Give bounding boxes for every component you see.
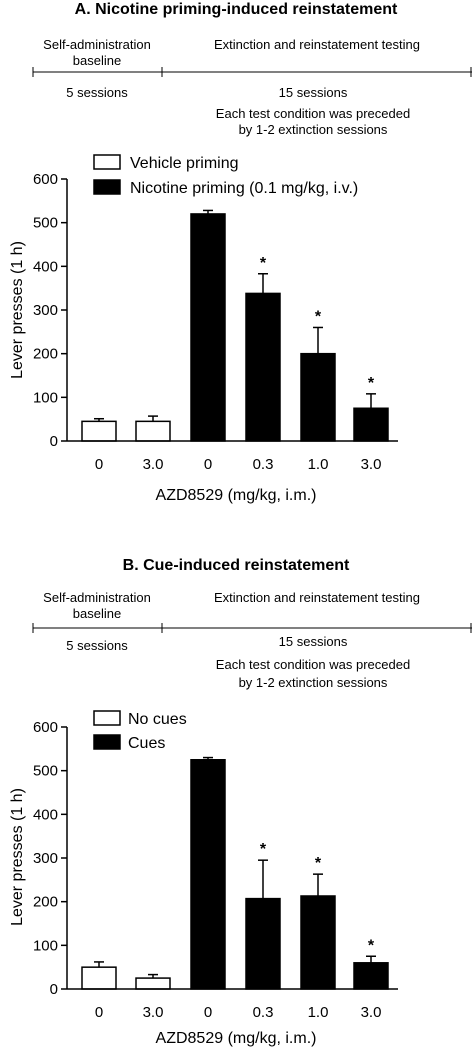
panel-a-x-axis: 0 3.0 0 0.3 1.0 3.0 xyxy=(67,440,398,473)
panel-b-chart: 0 100 200 300 400 500 600 * * * 0 3.0 0 0.3 1.0 3.0 L… xyxy=(9,719,398,1047)
panel-b-phase2-note-line2: by 1-2 extinction sessions xyxy=(239,675,388,690)
panel-a-significance-marker: * xyxy=(368,375,375,392)
panel-a-phase2-sessions: 15 sessions xyxy=(279,85,348,100)
panel-b-legend: No cues Cues xyxy=(93,710,187,752)
panel-a-bar-3 xyxy=(190,213,226,442)
panel-a-significance-marker: * xyxy=(315,308,322,325)
panel-b-bar-4 xyxy=(245,897,281,990)
panel-b-bar-5 xyxy=(300,895,336,990)
panel-a-y-tick-label: 600 xyxy=(33,171,58,188)
panel-a-y-axis-label: Lever presses (1 h) xyxy=(9,241,26,379)
panel-a-y-tick-label: 400 xyxy=(33,258,58,275)
panel-b-y-axis: 0 100 200 300 400 500 600 xyxy=(33,719,68,998)
panel-a-phase1-sessions: 5 sessions xyxy=(66,85,128,100)
panel-a-x-tick-label: 0.3 xyxy=(253,456,274,473)
panel-a-x-tick-label: 3.0 xyxy=(361,456,382,473)
panel-b-significance-marker: * xyxy=(368,937,375,954)
panel-b-x-tick-label: 0.3 xyxy=(253,1004,274,1021)
panel-a-chart: 0 100 200 300 400 500 600 * * * 0 3.0 0 0.3 1.0 3.0 L… xyxy=(9,171,398,504)
panel-b-x-tick-label: 3.0 xyxy=(143,1004,164,1021)
panel-b-legend-swatch-filled xyxy=(93,734,121,750)
panel-a-legend-label-open: Vehicle priming xyxy=(130,155,239,172)
panel-a-significance-marker: * xyxy=(260,255,267,272)
panel-b-x-axis-label: AZD8529 (mg/kg, i.m.) xyxy=(156,1030,317,1047)
panel-b-significance-marker: * xyxy=(315,855,322,872)
panel-a-legend-swatch-open xyxy=(93,154,121,170)
panel-b-bars: * * * xyxy=(81,756,389,990)
panel-a-x-tick-label: 3.0 xyxy=(143,456,164,473)
panel-a-timeline: Self-administration baseline Extinction … xyxy=(32,37,472,137)
panel-a-phase1-label-line1: Self-administration xyxy=(43,37,151,52)
panel-b-legend-label-filled: Cues xyxy=(128,735,165,752)
panel-a: A. Nicotine priming-induced reinstatemen… xyxy=(9,1,472,504)
panel-b-x-tick-label: 0 xyxy=(95,1004,103,1021)
panel-b-phase2-label: Extinction and reinstatement testing xyxy=(214,590,420,605)
panel-b-bar-1 xyxy=(81,966,117,990)
panel-b-title: B. Cue-induced reinstatement xyxy=(123,557,350,574)
panel-b-y-tick-label: 500 xyxy=(33,763,58,780)
panel-b-y-tick-label: 100 xyxy=(33,937,58,954)
panel-a-phase2-note-line1: Each test condition was preceded xyxy=(216,106,410,121)
panel-a-y-axis: 0 100 200 300 400 500 600 xyxy=(33,171,68,450)
panel-b-significance-marker: * xyxy=(260,841,267,858)
panel-b-x-tick-label: 1.0 xyxy=(308,1004,329,1021)
panel-b: B. Cue-induced reinstatement Self-admini… xyxy=(9,557,472,1047)
panel-b-phase1-label-line1: Self-administration xyxy=(43,590,151,605)
panel-b-phase2-sessions: 15 sessions xyxy=(279,634,348,649)
panel-b-y-tick-label: 400 xyxy=(33,806,58,823)
panel-a-x-tick-label: 0 xyxy=(204,456,212,473)
panel-b-y-tick-label: 300 xyxy=(33,850,58,867)
panel-b-phase2-note-line1: Each test condition was preceded xyxy=(216,657,410,672)
panel-a-y-tick-label: 100 xyxy=(33,389,58,406)
panel-a-y-tick-label: 300 xyxy=(33,302,58,319)
panel-b-x-axis: 0 3.0 0 0.3 1.0 3.0 xyxy=(67,988,398,1021)
panel-b-y-tick-label: 0 xyxy=(50,981,58,998)
panel-a-bar-4 xyxy=(245,292,281,442)
panel-a-phase2-label: Extinction and reinstatement testing xyxy=(214,37,420,52)
panel-a-legend-label-filled: Nicotine priming (0.1 mg/kg, i.v.) xyxy=(130,180,358,197)
panel-a-title: A. Nicotine priming-induced reinstatemen… xyxy=(75,1,398,18)
panel-a-bar-5 xyxy=(300,352,336,442)
panel-a-x-tick-label: 0 xyxy=(95,456,103,473)
panel-a-phase2-note-line2: by 1-2 extinction sessions xyxy=(239,122,388,137)
panel-b-x-tick-label: 0 xyxy=(204,1004,212,1021)
panel-b-phase1-label-line2: baseline xyxy=(73,606,121,621)
panel-a-y-tick-label: 0 xyxy=(50,433,58,450)
panel-b-bar-3 xyxy=(190,759,226,990)
panel-b-timeline: Self-administration baseline Extinction … xyxy=(32,590,472,690)
panel-b-y-tick-label: 600 xyxy=(33,719,58,736)
panel-a-y-tick-label: 200 xyxy=(33,346,58,363)
panel-b-legend-label-open: No cues xyxy=(128,711,187,728)
panel-a-phase1-label-line2: baseline xyxy=(73,53,121,68)
panel-a-legend-swatch-filled xyxy=(93,179,121,195)
panel-a-bar-2 xyxy=(135,420,171,442)
panel-b-bar-2 xyxy=(135,977,171,990)
panel-a-x-axis-label: AZD8529 (mg/kg, i.m.) xyxy=(156,487,317,504)
panel-a-bars: * * * xyxy=(81,209,389,442)
panel-a-bar-1 xyxy=(81,420,117,442)
panel-a-legend: Vehicle priming Nicotine priming (0.1 mg… xyxy=(93,154,358,197)
panel-a-x-tick-label: 1.0 xyxy=(308,456,329,473)
panel-b-y-tick-label: 200 xyxy=(33,894,58,911)
panel-b-legend-swatch-open xyxy=(93,710,121,726)
panel-b-bar-6 xyxy=(353,962,389,990)
panel-a-y-tick-label: 500 xyxy=(33,215,58,232)
panel-b-x-tick-label: 3.0 xyxy=(361,1004,382,1021)
panel-b-phase1-sessions: 5 sessions xyxy=(66,638,128,653)
panel-a-bar-6 xyxy=(353,407,389,442)
panel-b-y-axis-label: Lever presses (1 h) xyxy=(9,788,26,926)
